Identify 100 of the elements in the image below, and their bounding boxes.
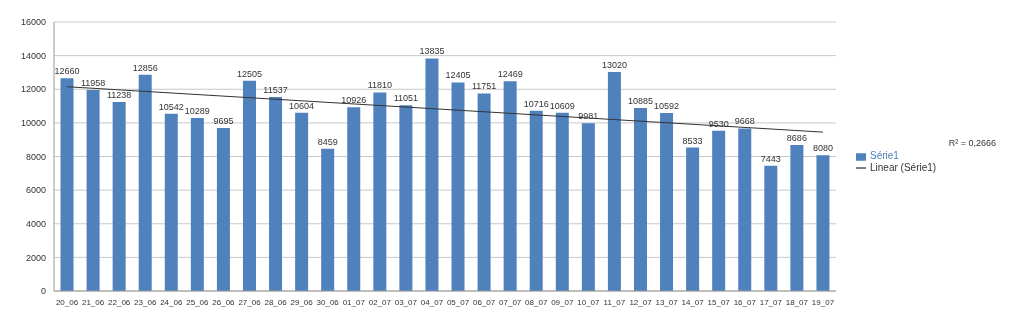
x-tick-label: 24_06 bbox=[160, 297, 183, 307]
x-tick-label: 01_07 bbox=[342, 297, 366, 307]
bar bbox=[738, 128, 752, 291]
data-label: 10542 bbox=[158, 101, 184, 112]
bar bbox=[190, 118, 204, 291]
bar bbox=[660, 112, 674, 291]
bar bbox=[321, 148, 335, 291]
x-tick-label: 27_06 bbox=[238, 297, 262, 307]
legend-label: Linear (Série1) bbox=[870, 161, 937, 173]
data-label: 11810 bbox=[367, 80, 392, 91]
x-tick-label: 06_07 bbox=[472, 297, 496, 307]
data-label: 13835 bbox=[419, 46, 445, 57]
data-label: 8686 bbox=[786, 132, 807, 143]
bar bbox=[790, 144, 804, 291]
y-tick-label: 10000 bbox=[20, 118, 46, 129]
data-label: 10609 bbox=[549, 100, 575, 111]
data-label: 11051 bbox=[393, 93, 419, 104]
data-label: 10885 bbox=[627, 96, 653, 106]
bar bbox=[216, 128, 230, 291]
data-label: 11537 bbox=[263, 85, 288, 96]
text: R² = 0,2666 bbox=[948, 138, 996, 148]
data-label: 12469 bbox=[497, 69, 523, 80]
data-label: 12856 bbox=[132, 62, 158, 73]
x-tick-label: 16_07 bbox=[733, 297, 757, 307]
bar bbox=[86, 89, 100, 291]
x-tick-label: 19_07 bbox=[811, 297, 835, 307]
x-tick-label: 17_07 bbox=[759, 297, 783, 307]
x-tick-label: 20_06 bbox=[55, 297, 79, 307]
x-tick-label: 22_06 bbox=[108, 297, 131, 307]
bar bbox=[633, 108, 647, 291]
bar bbox=[816, 155, 830, 291]
y-tick-label: 2000 bbox=[25, 252, 46, 263]
data-label: 8459 bbox=[317, 136, 338, 147]
y-tick-label: 6000 bbox=[25, 185, 46, 196]
legend-label: Série1 bbox=[870, 150, 899, 162]
data-label: 8533 bbox=[682, 135, 703, 146]
bar bbox=[712, 130, 726, 291]
x-tick-label: 21_06 bbox=[81, 297, 105, 307]
x-tick-label: 14_07 bbox=[681, 297, 705, 307]
y-tick-label: 14000 bbox=[20, 50, 46, 61]
data-label: 9668 bbox=[734, 116, 755, 127]
y-tick-label: 16000 bbox=[20, 17, 46, 28]
x-tick-label: 05_07 bbox=[446, 297, 470, 307]
data-label: 10926 bbox=[341, 95, 367, 106]
x-tick-label: 02_07 bbox=[368, 297, 392, 307]
data-label: 7443 bbox=[760, 153, 781, 164]
x-tick-label: 09_07 bbox=[551, 297, 574, 307]
x-tick-label: 18_07 bbox=[785, 297, 809, 307]
bar bbox=[555, 112, 569, 291]
y-tick-label: 0 bbox=[40, 286, 46, 297]
data-label: 10592 bbox=[654, 100, 680, 111]
x-tick-label: 03_07 bbox=[394, 297, 418, 307]
data-label: 10716 bbox=[523, 98, 549, 109]
data-label: 8080 bbox=[812, 143, 833, 154]
data-label: 13020 bbox=[601, 60, 627, 71]
bar bbox=[138, 74, 152, 291]
bar bbox=[477, 93, 491, 291]
x-tick-label: 12_07 bbox=[629, 297, 653, 307]
bar bbox=[607, 72, 621, 291]
data-label: 11958 bbox=[80, 77, 106, 88]
bar bbox=[581, 123, 595, 291]
x-tick-label: 28_06 bbox=[264, 297, 288, 307]
x-tick-label: 08_07 bbox=[525, 297, 548, 307]
bar bbox=[399, 105, 413, 291]
data-label: 12660 bbox=[54, 66, 80, 77]
x-tick-label: 25_06 bbox=[186, 297, 210, 307]
bar bbox=[242, 80, 256, 291]
bar bbox=[529, 110, 543, 291]
bar bbox=[347, 107, 361, 291]
y-tick-label: 12000 bbox=[20, 84, 46, 95]
bar bbox=[686, 147, 700, 291]
x-tick-label: 10_07 bbox=[577, 297, 601, 307]
x-tick-label: 07_07 bbox=[499, 297, 522, 307]
bar bbox=[373, 92, 387, 291]
bar bbox=[295, 112, 309, 291]
y-tick-label: 4000 bbox=[25, 218, 46, 229]
x-tick-label: 23_06 bbox=[134, 297, 157, 307]
data-label: 12405 bbox=[445, 70, 471, 81]
bar bbox=[112, 102, 126, 291]
bar bbox=[764, 165, 778, 291]
x-tick-label: 29_06 bbox=[290, 297, 314, 307]
data-label: 12505 bbox=[236, 68, 262, 79]
data-label: 9695 bbox=[213, 116, 234, 126]
data-label: 11238 bbox=[106, 90, 132, 101]
x-tick-label: 11_07 bbox=[603, 297, 626, 307]
data-label: 11751 bbox=[471, 81, 497, 92]
bar bbox=[164, 113, 178, 291]
x-tick-label: 15_07 bbox=[707, 297, 731, 307]
bar bbox=[425, 58, 439, 291]
bar bbox=[60, 78, 74, 291]
x-tick-label: 30_06 bbox=[316, 297, 340, 307]
x-tick-label: 26_06 bbox=[212, 297, 236, 307]
y-tick-label: 8000 bbox=[25, 151, 46, 162]
data-label: 10604 bbox=[289, 100, 315, 111]
x-tick-label: 13_07 bbox=[655, 297, 679, 307]
bar bbox=[503, 81, 517, 291]
x-tick-label: 04_07 bbox=[420, 297, 444, 307]
bar bbox=[451, 82, 465, 291]
data-label: 10289 bbox=[184, 106, 210, 117]
bar bbox=[269, 97, 283, 291]
